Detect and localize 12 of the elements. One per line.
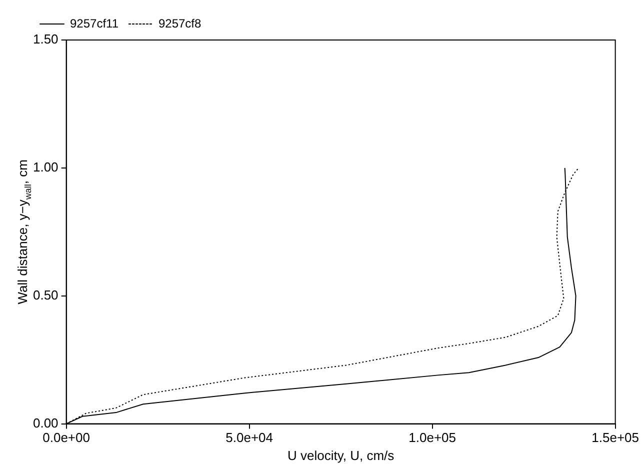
y-tick-label: 1.50	[32, 32, 58, 47]
y-tick-label: 1.00	[32, 160, 58, 175]
y-tick-label: 0.50	[32, 287, 58, 302]
x-tick-label: 1.5e+05	[592, 430, 640, 446]
x-tick-label: 0.0e+00	[42, 430, 90, 446]
x-tick-label: 5.0e+04	[226, 430, 273, 446]
x-axis-title: U velocity, U, cm/s	[287, 448, 395, 463]
y-axis-title: Wall distance, y−ywall, cm	[15, 160, 33, 304]
y-tick-label: 0.00	[32, 415, 58, 430]
x-tick-label: 1.0e+05	[408, 430, 456, 446]
legend-label: 9257cf8	[158, 16, 202, 30]
legend-label: 9257cf11	[70, 16, 119, 30]
